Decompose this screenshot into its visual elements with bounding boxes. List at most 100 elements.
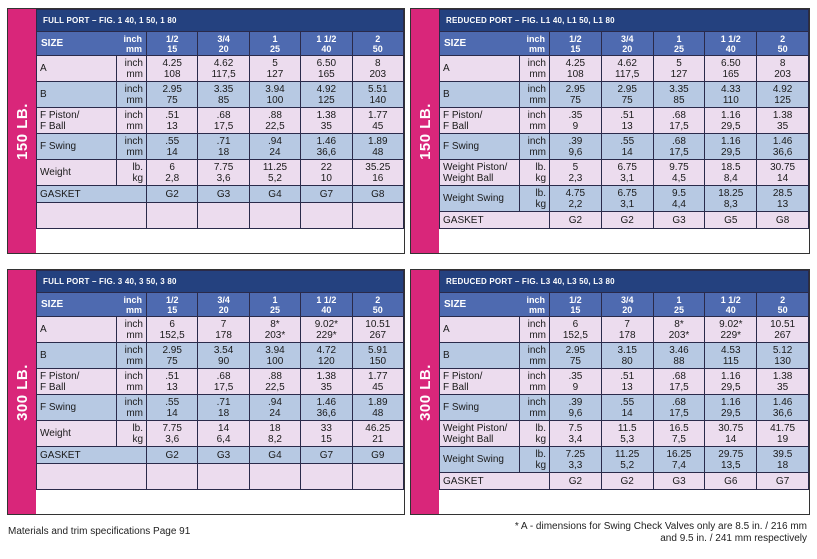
- table-row: Weight Swing lb. kg 7.25 3,3 11.25 5,2 16.25 7,4…: [439, 446, 809, 473]
- value-inch: 8*: [270, 318, 280, 330]
- value-mm: 14: [166, 146, 178, 158]
- row-label-line: F Ball: [443, 120, 469, 132]
- size-unit: inch mm: [123, 295, 146, 315]
- value-mm: 178: [618, 329, 636, 341]
- value-inch: .55: [165, 135, 180, 147]
- row-unit: lb.: [535, 422, 546, 434]
- gasket-row: GASKET G2 G3 G4 G7 G8: [36, 185, 405, 203]
- value-mm: 229*: [316, 329, 337, 341]
- row-unit: inch: [124, 83, 143, 95]
- value-inch: 1.16: [721, 370, 741, 382]
- value-cell: 5.12 130: [756, 342, 809, 369]
- unit-mm: mm: [125, 304, 142, 315]
- gasket-cell: G2: [549, 211, 602, 229]
- value-inch: 7: [624, 318, 630, 330]
- value-cell: 9.02* 229*: [704, 316, 758, 343]
- row-label-line: Weight Ball: [443, 433, 494, 445]
- row-label: F Swing: [36, 133, 117, 160]
- row-units: inch mm: [519, 316, 550, 343]
- row-unit: mm: [529, 355, 546, 367]
- value-inch: 35.25: [365, 161, 391, 173]
- value-cell: .55 14: [145, 133, 199, 160]
- row-unit: inch: [124, 370, 143, 382]
- row-units: inch mm: [116, 55, 147, 82]
- value-mm: 125: [774, 94, 791, 106]
- row-label: Weight Piston/Weight Ball: [439, 420, 520, 447]
- panel: FULL PORT – FIG. 3 40, 3 50, 3 80 inch mm S…: [36, 270, 405, 514]
- value-inch: 6.50: [721, 57, 741, 69]
- value-cell: .68 17,5: [652, 368, 706, 395]
- value-mm: 9: [572, 381, 579, 393]
- value-inch: 5.91: [368, 344, 388, 356]
- row-label-line: F Piston/: [443, 109, 483, 121]
- value-inch: 11.25: [615, 448, 640, 460]
- value-cell: 4.62 117,5: [197, 55, 250, 82]
- gasket-cell: G5: [704, 211, 758, 229]
- value-inch: .94: [268, 396, 282, 408]
- value-inch: .68: [672, 135, 686, 147]
- table-row: Weight Piston/Weight Ball lb. kg 5 2,3 6.75 3,…: [439, 159, 809, 186]
- size-cell: 1 25: [248, 292, 302, 317]
- row-label: B: [36, 81, 117, 108]
- size-mm: 15: [570, 304, 581, 315]
- row-units: inch mm: [116, 342, 147, 369]
- row-units: inch mm: [116, 316, 147, 343]
- row-label-line: F Ball: [40, 381, 66, 393]
- value-cell: 35.25 16: [351, 159, 405, 186]
- table-title-row: FULL PORT – FIG. 3 40, 3 50, 3 80: [36, 270, 404, 293]
- table-title: REDUCED PORT – FIG. L1 40, L1 50, L1 80: [439, 9, 809, 32]
- value-inch: .51: [165, 109, 180, 121]
- value-cell: 10.51 267: [756, 316, 809, 343]
- value-cell: 9.02* 229*: [300, 316, 353, 343]
- value-mm: 22,5: [265, 381, 285, 393]
- size-header-cell: inch mm SIZE: [439, 292, 550, 317]
- value-cell: .88 22,5: [248, 107, 302, 134]
- row-unit: lb.: [535, 161, 546, 173]
- size-cell: 1 1/2 40: [704, 292, 758, 317]
- value-inch: 4.92: [772, 83, 793, 95]
- row-units: lb. kg: [519, 420, 550, 447]
- row-unit: mm: [529, 120, 546, 132]
- row-label-line: F Piston/: [443, 370, 483, 382]
- value-cell: 1.16 29,5: [704, 394, 758, 421]
- empty-cell: [248, 463, 302, 490]
- row-label: A: [439, 55, 520, 82]
- panel: REDUCED PORT – FIG. L1 40, L1 50, L1 80 i…: [439, 9, 809, 253]
- gasket-cell: G2: [145, 446, 199, 464]
- row-label-line: F Swing: [443, 141, 480, 152]
- value-cell: 1.46 36,6: [756, 133, 809, 160]
- value-mm: 14: [725, 433, 737, 445]
- value-cell: 5.91 150: [351, 342, 405, 369]
- row-label: Weight Swing: [439, 185, 520, 212]
- row-unit: mm: [126, 120, 143, 132]
- row-label-line: Weight: [40, 428, 71, 439]
- value-mm: 3,3: [568, 459, 583, 471]
- value-inch: 28.5: [772, 187, 793, 199]
- value-cell: 18.5 8,4: [704, 159, 758, 186]
- row-unit: mm: [529, 407, 546, 419]
- value-mm: 13: [621, 120, 633, 132]
- row-label-line: F Piston/: [40, 370, 80, 382]
- value-mm: 29,5: [721, 381, 741, 393]
- value-cell: 2.95 75: [600, 81, 654, 108]
- size-cell: 3/4 20: [197, 31, 250, 56]
- value-cell: 3.35 85: [652, 81, 706, 108]
- value-inch: 8: [375, 57, 381, 69]
- value-inch: .55: [620, 396, 635, 408]
- value-cell: .94 24: [248, 133, 302, 160]
- row-units: inch mm: [519, 394, 550, 421]
- value-cell: .68 17,5: [197, 107, 250, 134]
- gasket-cell: G8: [351, 185, 405, 203]
- value-cell: 11.5 5,3: [600, 420, 654, 447]
- value-cell: 22 10: [300, 159, 353, 186]
- row-label: Weight Piston/Weight Ball: [439, 159, 520, 186]
- value-inch: .55: [620, 135, 635, 147]
- value-cell: 2.95 75: [145, 342, 199, 369]
- value-inch: .51: [620, 370, 635, 382]
- row-units: lb. kg: [519, 159, 550, 186]
- empty-cell: [197, 463, 250, 490]
- row-unit: kg: [535, 198, 546, 210]
- size-header-cell: inch mm SIZE: [36, 292, 147, 317]
- value-mm: 9,6: [568, 146, 583, 158]
